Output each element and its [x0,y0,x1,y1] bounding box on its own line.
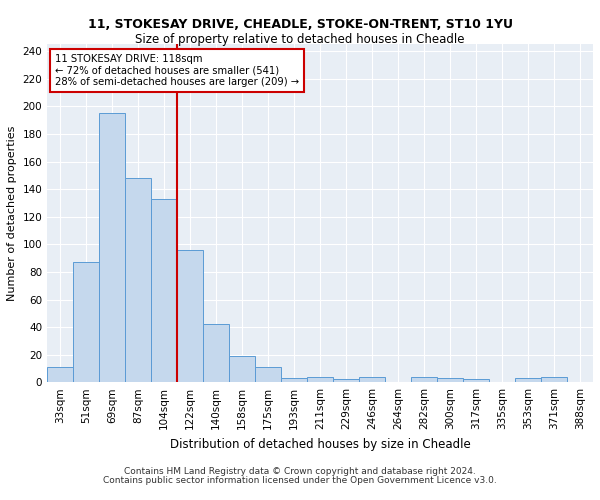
Bar [47,367,73,382]
Bar [411,376,437,382]
Bar [515,378,541,382]
Bar [177,250,203,382]
Bar [73,262,99,382]
Text: 11, STOKESAY DRIVE, CHEADLE, STOKE-ON-TRENT, ST10 1YU: 11, STOKESAY DRIVE, CHEADLE, STOKE-ON-TR… [88,18,512,30]
Text: Contains public sector information licensed under the Open Government Licence v3: Contains public sector information licen… [103,476,497,485]
Bar [229,356,255,382]
X-axis label: Distribution of detached houses by size in Cheadle: Distribution of detached houses by size … [170,438,470,450]
Bar [463,380,489,382]
Bar [125,178,151,382]
Text: 11 STOKESAY DRIVE: 118sqm
← 72% of detached houses are smaller (541)
28% of semi: 11 STOKESAY DRIVE: 118sqm ← 72% of detac… [55,54,299,88]
Text: Size of property relative to detached houses in Cheadle: Size of property relative to detached ho… [135,32,465,46]
Bar [359,376,385,382]
Bar [281,378,307,382]
Bar [203,324,229,382]
Bar [307,376,333,382]
Bar [437,378,463,382]
Y-axis label: Number of detached properties: Number of detached properties [7,126,17,301]
Bar [99,114,125,382]
Bar [333,380,359,382]
Bar [151,199,177,382]
Text: Contains HM Land Registry data © Crown copyright and database right 2024.: Contains HM Land Registry data © Crown c… [124,467,476,476]
Bar [541,376,567,382]
Bar [255,367,281,382]
